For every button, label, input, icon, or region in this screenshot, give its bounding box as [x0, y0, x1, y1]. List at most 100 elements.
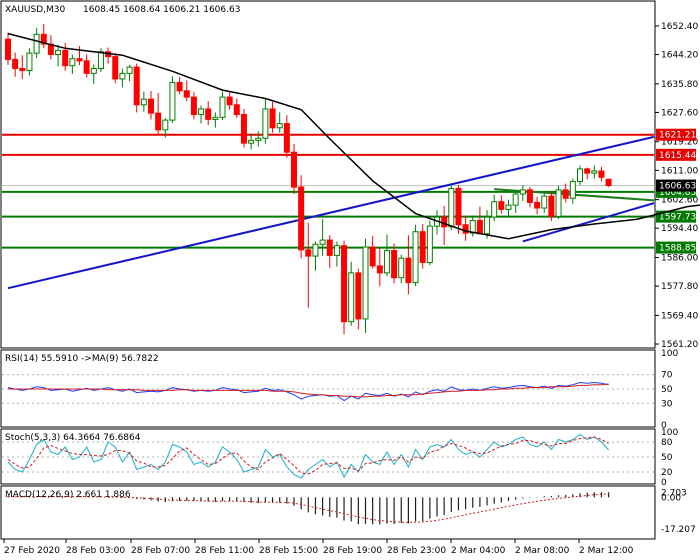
candle-body[interactable] — [455, 187, 462, 226]
candle-body[interactable] — [269, 108, 276, 129]
candle-body[interactable] — [69, 58, 76, 67]
candle-body[interactable] — [505, 204, 512, 210]
trendline-0[interactable] — [7, 135, 655, 290]
price-ytick-label: 1586.00 — [661, 254, 698, 264]
candle-body[interactable] — [119, 72, 126, 80]
candle-body[interactable] — [276, 123, 283, 129]
candle-body[interactable] — [498, 201, 505, 210]
price-panel: 1652.40 1644.20 1635.80 1627.60 1619.20 1611.… — [2, 22, 700, 350]
candle-body[interactable] — [333, 245, 340, 256]
candle-body[interactable] — [205, 108, 212, 120]
candle-body[interactable] — [226, 96, 233, 106]
rsi-panel: 100 70 50 30 0 — [2, 349, 678, 431]
candle-body[interactable] — [319, 239, 326, 245]
candle-body[interactable] — [298, 186, 305, 251]
candle-body[interactable] — [12, 58, 19, 69]
candle-body[interactable] — [133, 66, 140, 106]
candle-body[interactable] — [383, 250, 390, 274]
candle-body[interactable] — [19, 67, 26, 72]
candle-body[interactable] — [198, 108, 205, 116]
candle-body[interactable] — [362, 246, 369, 320]
candle-body[interactable] — [5, 38, 11, 60]
candle-body[interactable] — [305, 249, 312, 257]
candle-body[interactable] — [512, 193, 519, 206]
candle-body[interactable] — [398, 257, 405, 279]
candle-body[interactable] — [140, 98, 147, 106]
candle-body[interactable] — [190, 96, 197, 116]
candle-body[interactable] — [248, 139, 255, 144]
candle-body[interactable] — [519, 189, 526, 195]
stoch-panel-frame — [0, 428, 656, 485]
candle-body[interactable] — [83, 60, 90, 74]
candle-body[interactable] — [148, 98, 154, 114]
level-badge-bg — [656, 241, 696, 254]
candle-body[interactable] — [577, 168, 583, 182]
candle-body[interactable] — [469, 220, 476, 234]
candle-body[interactable] — [219, 96, 226, 118]
candle-body[interactable] — [484, 216, 491, 235]
candle-body[interactable] — [605, 178, 612, 187]
xtick-label: 27 Feb 2020 — [4, 546, 60, 556]
candle-body[interactable] — [26, 52, 33, 72]
macd-panel-frame — [0, 485, 656, 540]
candle-body[interactable] — [126, 66, 133, 74]
trendline-1[interactable] — [522, 202, 655, 243]
stoch-ytick-label: 50 — [661, 453, 673, 463]
candle-body[interactable] — [212, 116, 219, 120]
candle-body[interactable] — [376, 265, 383, 274]
candle-body[interactable] — [162, 119, 169, 131]
candle-body[interactable] — [169, 81, 176, 121]
stoch-ytick-label: 80 — [661, 438, 673, 448]
candle-body[interactable] — [291, 151, 297, 188]
candle-body[interactable] — [33, 33, 40, 54]
candle-body[interactable] — [255, 137, 262, 141]
candle-body[interactable] — [526, 189, 533, 203]
candle-body[interactable] — [326, 239, 333, 256]
candle-body[interactable] — [476, 220, 483, 235]
candle-body[interactable] — [541, 195, 548, 209]
candle-body[interactable] — [441, 216, 448, 228]
candle-body[interactable] — [283, 123, 290, 153]
candle-body[interactable] — [405, 257, 412, 284]
candle-body[interactable] — [355, 272, 362, 320]
last-price-badge-bg — [656, 179, 696, 192]
macd-ytick-label: -17.207 — [661, 525, 696, 535]
candle-body[interactable] — [312, 243, 319, 257]
candle-body[interactable] — [76, 58, 83, 62]
candle-body[interactable] — [341, 245, 348, 323]
candle-body[interactable] — [40, 33, 47, 45]
macd-signal-line — [8, 493, 609, 523]
candle-body[interactable] — [233, 104, 240, 116]
candle-body[interactable] — [97, 51, 104, 69]
candle-body[interactable] — [348, 272, 355, 323]
candle-body[interactable] — [391, 250, 398, 279]
last-price-badge-label: 1606.63 — [659, 182, 696, 192]
candle-body[interactable] — [369, 246, 376, 267]
candle-body[interactable] — [534, 201, 541, 209]
candle-body[interactable] — [155, 112, 162, 131]
candle-body[interactable] — [90, 67, 97, 74]
candle-body[interactable] — [262, 108, 269, 139]
candle-body[interactable] — [176, 81, 183, 92]
candle-body[interactable] — [183, 90, 190, 98]
candle-body[interactable] — [448, 187, 455, 228]
candle-body[interactable] — [419, 231, 426, 263]
candle-body[interactable] — [240, 114, 247, 144]
candle-body[interactable] — [62, 49, 69, 67]
candle-body[interactable] — [591, 170, 598, 174]
level-badge-label: 1615.44 — [659, 151, 696, 161]
candle-body[interactable] — [598, 170, 605, 178]
candle-body[interactable] — [426, 225, 433, 263]
candle-body[interactable] — [555, 189, 562, 217]
candle-body[interactable] — [569, 180, 576, 199]
candle-body[interactable] — [462, 224, 469, 234]
candle-body[interactable] — [562, 189, 569, 199]
candle-body[interactable] — [412, 231, 419, 284]
candle-body[interactable] — [55, 49, 62, 56]
candle-body[interactable] — [548, 195, 555, 217]
candle-body[interactable] — [491, 201, 498, 218]
candle-body[interactable] — [112, 56, 119, 80]
candle-body[interactable] — [584, 168, 591, 174]
